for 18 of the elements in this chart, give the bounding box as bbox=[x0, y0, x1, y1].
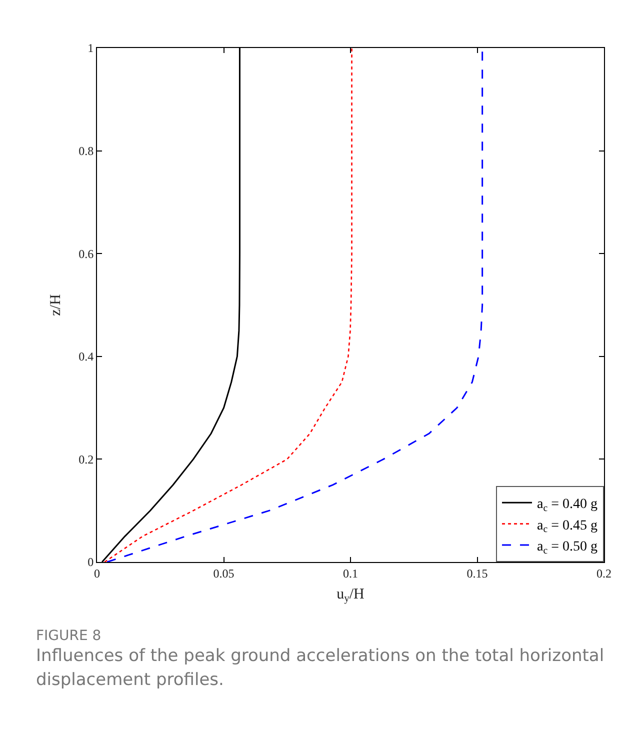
y-tick-label: 0.8 bbox=[78, 144, 94, 158]
caption: FIGURE 8 bbox=[36, 628, 102, 644]
x-tick-label: 0.2 bbox=[596, 566, 612, 580]
y-tick-label: 0 bbox=[88, 555, 94, 570]
legend-label: a$_{c}$ = 0.45 g bbox=[537, 518, 598, 536]
y-tick-label: 0.4 bbox=[78, 350, 94, 364]
y-tick-label: 0.6 bbox=[78, 246, 94, 261]
x-tick-label: 0.15 bbox=[466, 566, 488, 580]
x-axis-title: u$_{y}$/H bbox=[336, 586, 365, 605]
y-tick-label: 1 bbox=[88, 41, 94, 56]
line-series bbox=[104, 48, 352, 562]
y-axis-title: z/H bbox=[48, 294, 64, 316]
x-tick-label: 0.1 bbox=[343, 566, 358, 580]
x-tick-label: 0.05 bbox=[213, 566, 234, 580]
legend-label: a$_{c}$ = 0.40 g bbox=[537, 497, 598, 514]
legend-label: a$_{c}$ = 0.50 g bbox=[537, 539, 598, 556]
text: Influences of the peak ground accelerations on the total horizontal displacement profiles. bbox=[36, 645, 606, 692]
y-tick-label: 0.2 bbox=[78, 452, 94, 466]
